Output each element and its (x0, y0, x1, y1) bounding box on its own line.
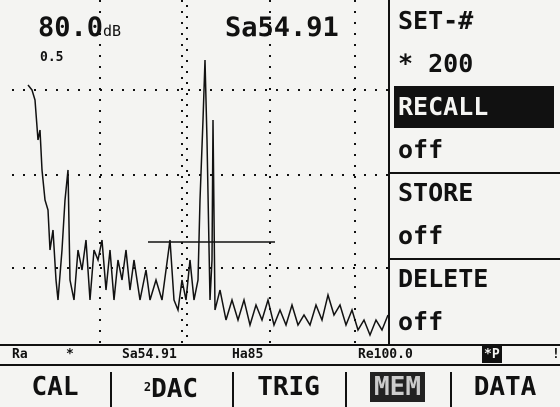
tab-label: MEM (370, 372, 425, 402)
status-item: Ra (12, 347, 28, 362)
gain-value: 80.0 (38, 12, 104, 43)
menu-item: off (398, 307, 444, 336)
gain: 80.0dB (38, 12, 121, 43)
tab-index: 2 (143, 380, 152, 394)
divider (450, 372, 452, 407)
tab[interactable]: 2DAC (110, 368, 232, 407)
divider (232, 372, 234, 407)
status-item: * (66, 347, 74, 362)
tab-label: CAL (31, 372, 79, 402)
status-item: ! (552, 347, 560, 362)
gain-unit: dB (103, 22, 122, 40)
echo-trace (27, 59, 389, 338)
menu-item: off (398, 135, 444, 164)
a-scan (12, 0, 390, 345)
grid (12, 0, 388, 343)
menu-item: SET-# (398, 6, 474, 35)
tab[interactable]: MEM (345, 368, 450, 407)
measure: Sa54.91 (225, 12, 339, 43)
menu-item: * 200 (398, 49, 474, 78)
scale: 0.5 (40, 50, 64, 65)
tab-label: TRIG (257, 372, 320, 402)
tab[interactable]: DATA (450, 368, 560, 407)
divider (0, 344, 560, 346)
menu-item: STORE (398, 178, 474, 207)
menu-item: RECALL (394, 86, 554, 128)
tab[interactable]: TRIG (232, 368, 345, 407)
divider (110, 372, 112, 407)
divider (0, 364, 560, 366)
menu-item: DELETE (398, 264, 489, 293)
divider (390, 172, 560, 174)
divider (390, 258, 560, 260)
tab-label: DAC (151, 374, 199, 404)
status-item: Ha85 (232, 347, 264, 362)
tab[interactable]: CAL (0, 368, 110, 407)
tab-label: DATA (473, 372, 537, 402)
status-item: Re100.0 (358, 347, 413, 362)
status-item: Sa54.91 (122, 347, 177, 362)
menu-item: off (398, 221, 444, 250)
status-item: *P (482, 346, 502, 363)
divider (345, 372, 347, 407)
